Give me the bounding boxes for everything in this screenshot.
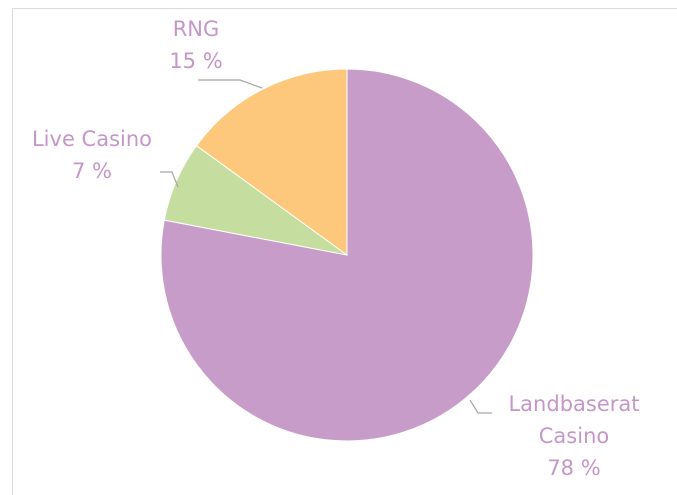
chart-border (12, 8, 677, 495)
slice-value-label: 78 % (547, 456, 600, 480)
slice-value-label: 7 % (72, 159, 112, 183)
leader-line (469, 399, 492, 414)
pie-slice (195, 68, 348, 256)
leader-line (198, 79, 263, 89)
slice-label: RNG (173, 17, 220, 41)
leader-line (160, 171, 179, 188)
slice-label: Landbaserat Casino (508, 392, 639, 448)
slice-label: Live Casino (32, 127, 152, 151)
slice-value-label: 15 % (169, 49, 222, 73)
